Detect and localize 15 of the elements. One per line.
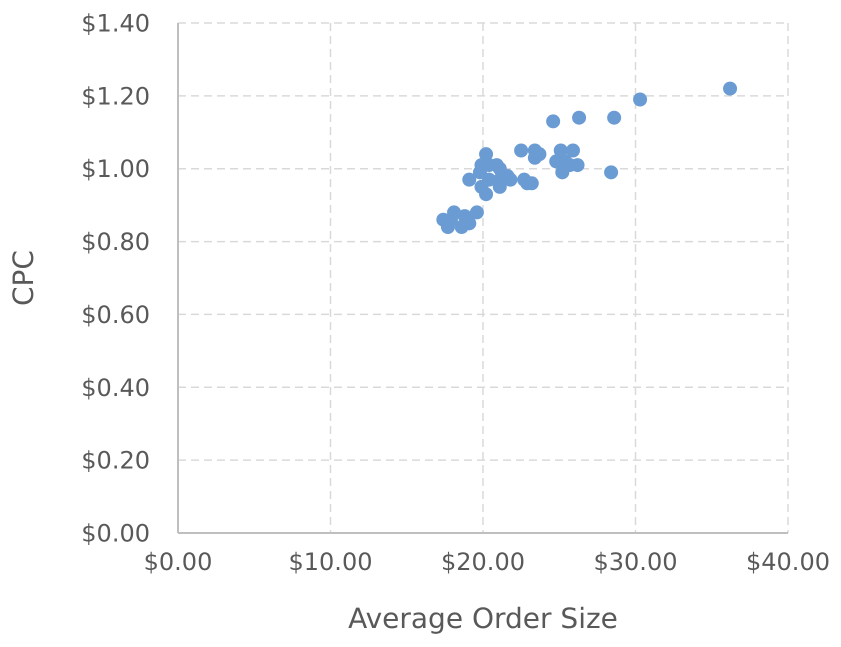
y-axis-title: CPC bbox=[6, 250, 40, 306]
x-tick-label: $30.00 bbox=[594, 548, 678, 576]
y-tick-label: $0.20 bbox=[81, 446, 150, 475]
y-tick-label: $1.20 bbox=[81, 82, 150, 110]
x-tick-label: $0.00 bbox=[144, 548, 212, 576]
x-tick-label: $40.00 bbox=[746, 548, 830, 576]
x-axis-title: Average Order Size bbox=[348, 602, 618, 635]
y-tick-label: $0.00 bbox=[81, 520, 150, 548]
x-tick-label: $20.00 bbox=[441, 548, 525, 576]
y-tick-label: $0.40 bbox=[81, 374, 150, 402]
x-tick-label: $10.00 bbox=[288, 548, 372, 576]
y-tick-label: $0.80 bbox=[81, 228, 150, 256]
y-tick-label: $0.60 bbox=[81, 300, 150, 329]
y-tick-label: $1.00 bbox=[81, 155, 150, 184]
y-tick-label: $1.40 bbox=[81, 10, 150, 38]
